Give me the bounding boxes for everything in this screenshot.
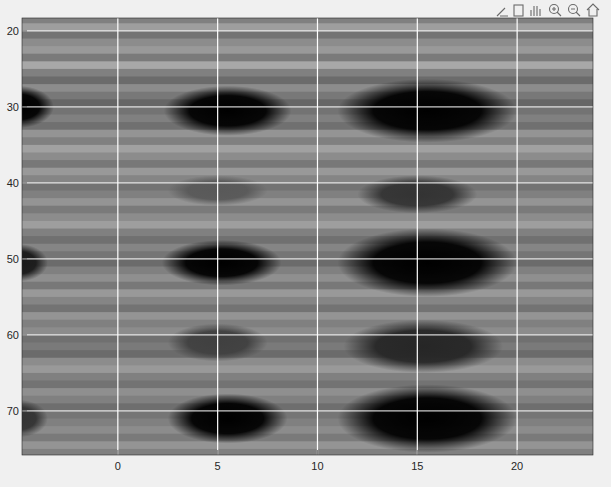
image-row <box>22 297 593 305</box>
image-row <box>22 305 593 313</box>
image-row <box>22 312 593 320</box>
y-grid-line <box>22 182 593 183</box>
image-row <box>22 358 593 366</box>
image-row <box>22 434 593 442</box>
toolbar-zoom-out-glyph[interactable] <box>571 9 580 16</box>
image-row <box>22 84 593 92</box>
grid <box>22 18 593 455</box>
y-tick <box>22 106 27 107</box>
axes-toolbar[interactable] <box>497 4 599 16</box>
x-grid-line <box>417 18 418 455</box>
image-row <box>22 69 593 77</box>
y-tick <box>22 30 27 31</box>
toolbar-home[interactable] <box>587 4 599 16</box>
image-row <box>22 441 593 449</box>
image-row <box>22 160 593 168</box>
axes-frame <box>22 18 593 455</box>
image-row <box>22 46 593 54</box>
image-row <box>22 335 593 343</box>
image-background <box>22 18 593 455</box>
image-row <box>22 206 593 214</box>
dark-region <box>343 320 503 373</box>
y-grid-line <box>22 410 593 411</box>
x-tick <box>517 450 518 455</box>
y-tick-label: 20 <box>7 25 19 37</box>
image-row <box>22 449 593 455</box>
y-tick <box>22 258 27 259</box>
image-row <box>22 77 593 85</box>
image-row <box>22 168 593 176</box>
image-row <box>22 373 593 381</box>
x-tick-label: 0 <box>115 460 121 472</box>
y-tick-label: 70 <box>7 405 19 417</box>
y-tick-label: 50 <box>7 253 19 265</box>
dark-region <box>164 86 292 136</box>
image-row <box>22 327 593 335</box>
dark-region <box>168 393 288 443</box>
image-row <box>22 137 593 145</box>
x-tick-label: 10 <box>311 460 323 472</box>
image-row <box>22 31 593 39</box>
dark-region <box>22 400 48 438</box>
x-tick-label: 15 <box>411 460 423 472</box>
image-row <box>22 282 593 290</box>
y-grid-line <box>22 106 593 107</box>
x-tick-label: 20 <box>511 460 523 472</box>
x-grid-line <box>517 18 518 455</box>
y-tick <box>22 334 27 335</box>
image <box>22 18 593 455</box>
x-tick-label: 5 <box>215 460 221 472</box>
axes: 0 5 10 15 20 20 30 40 50 60 70 <box>7 25 524 472</box>
image-row <box>22 236 593 244</box>
image-row <box>22 175 593 183</box>
image-row <box>22 23 593 31</box>
y-tick-label: 40 <box>7 177 19 189</box>
toolbar-pan[interactable] <box>531 6 540 16</box>
y-tick <box>22 410 27 411</box>
y-grid-line <box>22 334 593 335</box>
image-row <box>22 350 593 358</box>
x-grid-line <box>317 18 318 455</box>
image-row <box>22 61 593 69</box>
image-row <box>22 153 593 161</box>
image-row <box>22 39 593 47</box>
image-row <box>22 388 593 396</box>
figure: 0 5 10 15 20 20 30 40 50 60 70 <box>0 0 611 487</box>
dark-region <box>22 244 48 282</box>
image-row <box>22 343 593 351</box>
x-grid-line <box>217 18 218 455</box>
dark-region <box>337 384 517 452</box>
image-row <box>22 18 593 24</box>
x-tick <box>317 450 318 455</box>
image-row <box>22 198 593 206</box>
y-grid-line <box>22 258 593 259</box>
image-row <box>22 145 593 153</box>
y-grid-line <box>22 30 593 31</box>
image-row <box>22 289 593 297</box>
x-tick <box>417 450 418 455</box>
toolbar-zoom-in-glyph[interactable] <box>552 7 561 16</box>
image-row <box>22 183 593 191</box>
x-tick <box>117 450 118 455</box>
y-tick-label: 60 <box>7 329 19 341</box>
image-row <box>22 396 593 404</box>
image-row <box>22 221 593 229</box>
image-row <box>22 213 593 221</box>
y-tick <box>22 182 27 183</box>
image-row <box>22 54 593 62</box>
dark-region <box>337 229 517 297</box>
dark-region <box>337 79 517 143</box>
toolbar-datatip[interactable] <box>514 5 523 16</box>
image-row <box>22 130 593 138</box>
image-row <box>22 381 593 389</box>
x-tick <box>217 450 218 455</box>
dark-region <box>162 240 282 286</box>
y-tick-label: 30 <box>7 101 19 113</box>
image-row <box>22 191 593 199</box>
image-row <box>22 365 593 373</box>
x-grid-line <box>117 18 118 455</box>
toolbar-brush[interactable] <box>497 8 508 16</box>
image-row <box>22 229 593 237</box>
image-row <box>22 320 593 328</box>
